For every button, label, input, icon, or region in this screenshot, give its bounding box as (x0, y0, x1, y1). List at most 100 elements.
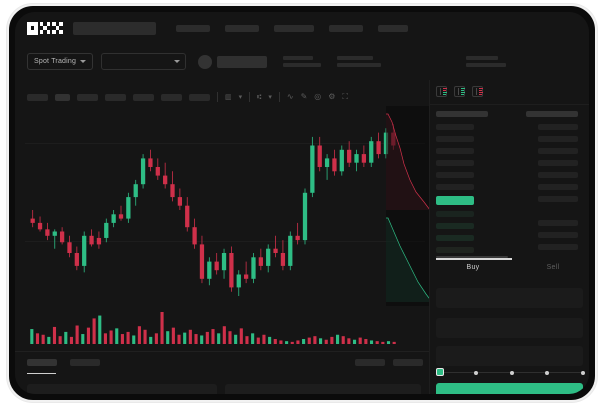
chart-toolbar: ▥ ▾ ⑆ ▾ ∿ ✎ ◎ ⚙ ⛶ (15, 88, 433, 106)
timeframe-chip-5[interactable] (133, 93, 154, 101)
orderbook-row-left[interactable] (436, 148, 474, 154)
device-frame: Spot Trading (7, 4, 597, 402)
orderbook-row-left[interactable] (436, 235, 474, 241)
slider-step-25[interactable] (473, 370, 478, 375)
orderbook-row-right[interactable] (538, 244, 578, 250)
orderbook-row-right[interactable] (538, 136, 578, 142)
chart-gridline (25, 143, 425, 144)
orders-content-box-1 (27, 384, 217, 394)
market-subheader: Spot Trading (15, 44, 589, 79)
nav-links (176, 24, 408, 32)
orders-tabs (27, 359, 100, 366)
nav-link-1[interactable] (176, 24, 210, 32)
orderbook-row-right[interactable] (538, 172, 578, 178)
toolbar-divider (278, 92, 280, 102)
orderbook-row-left[interactable] (436, 124, 474, 130)
spot-trading-selector[interactable]: Spot Trading (27, 53, 94, 70)
nav-link-2[interactable] (225, 24, 259, 32)
orderbook-row-right[interactable] (538, 220, 578, 226)
chevron-down-icon (174, 60, 181, 63)
timeframe-chip-7[interactable] (189, 93, 210, 101)
tab-buy[interactable]: Buy (466, 264, 480, 271)
market-stat-2 (337, 56, 382, 67)
spot-trading-label: Spot Trading (34, 58, 77, 65)
orderbook-row-right[interactable] (538, 160, 578, 166)
logo-glyph-x (52, 21, 63, 35)
timeframe-chip-3[interactable] (77, 93, 98, 101)
market-stat-1 (283, 56, 322, 67)
fullscreen-icon[interactable]: ⛶ (342, 92, 349, 101)
orders-tab-active-indicator (27, 373, 56, 374)
orderbook-buy-icon[interactable] (454, 86, 465, 97)
orderbook-both-icon[interactable] (436, 86, 447, 97)
trade-tab-active-indicator (436, 258, 512, 260)
orders-right-actions (355, 359, 423, 366)
slider-step-75[interactable] (545, 370, 550, 375)
orderbook-scrollbar[interactable] (436, 256, 508, 258)
orderbook-row-left[interactable] (436, 247, 474, 253)
orders-tab-1[interactable] (27, 359, 57, 366)
line-tool-icon[interactable]: ∿ (286, 92, 294, 101)
timeframe-chip-4[interactable] (105, 93, 126, 101)
search-input[interactable] (73, 21, 156, 35)
orderbook-row-right[interactable] (538, 124, 578, 130)
top-navigation-bar (15, 12, 589, 44)
nav-link-4[interactable] (329, 24, 363, 32)
orders-right-action-2[interactable] (393, 359, 423, 366)
app-screen: Spot Trading (15, 12, 589, 394)
orderbook-row-right[interactable] (538, 196, 578, 202)
orderbook-right-header (526, 111, 578, 117)
tab-sell[interactable]: Sell (546, 264, 560, 271)
pair-name-label (217, 55, 268, 68)
orders-tab-2[interactable] (70, 359, 100, 366)
orders-content-box-2 (225, 384, 421, 394)
timeframe-chip-1[interactable] (27, 93, 48, 101)
price-chart-panel[interactable] (15, 106, 433, 351)
orderbook-row-right[interactable] (538, 184, 578, 190)
chevron-down-icon[interactable]: ▾ (268, 93, 272, 101)
amount-percent-slider[interactable] (436, 368, 585, 376)
candlestick-series (30, 124, 396, 296)
chevron-down-icon[interactable]: ▾ (238, 93, 243, 101)
candle-type-icon[interactable]: ▥ (225, 93, 232, 101)
indicator-icon[interactable]: ⑆ (257, 93, 262, 101)
volume-histogram (30, 312, 396, 344)
order-price-field[interactable] (436, 288, 583, 308)
slider-handle[interactable] (436, 368, 444, 376)
toolbar-divider (249, 92, 251, 102)
pencil-icon[interactable]: ✎ (300, 92, 308, 101)
logo-glyph-k (39, 21, 51, 35)
orderbook-row-right[interactable] (538, 148, 578, 154)
timeframe-chip-6[interactable] (161, 93, 182, 101)
orderbook-row-left[interactable] (436, 211, 474, 217)
orderbook-sell-icon[interactable] (472, 86, 483, 97)
magnet-icon[interactable]: ◎ (314, 92, 322, 101)
place-order-button[interactable] (436, 383, 583, 394)
order-total-field[interactable] (436, 346, 583, 366)
orderbook-row-left[interactable] (436, 223, 474, 229)
order-amount-field[interactable] (436, 318, 583, 338)
trade-form-tabs: Buy Sell (430, 258, 589, 280)
trading-pair-selector[interactable] (101, 53, 187, 70)
orderbook-row-left[interactable] (436, 172, 474, 178)
nav-link-3[interactable] (274, 24, 314, 32)
chart-gridline (25, 241, 425, 242)
chevron-down-icon (80, 60, 87, 63)
coin-icon (198, 54, 213, 69)
slider-step-100[interactable] (581, 370, 585, 375)
orderbook-row-left[interactable] (436, 136, 474, 142)
timeframe-chip-2[interactable] (55, 93, 70, 101)
orderbook-divider (430, 104, 589, 105)
orderbook-row-left[interactable] (436, 160, 474, 166)
orderbook-left-header (436, 111, 488, 117)
settings-icon[interactable]: ⚙ (328, 92, 336, 101)
orders-right-action-1[interactable] (355, 359, 385, 366)
okx-logo-icon[interactable] (27, 21, 63, 35)
slider-step-50[interactable] (509, 370, 514, 375)
orderbook-row-right[interactable] (538, 232, 578, 238)
orders-panel (15, 351, 433, 394)
orderbook-panel: Buy Sell (429, 80, 589, 394)
nav-link-5[interactable] (378, 24, 408, 32)
orderbook-row-highlight[interactable] (436, 196, 474, 205)
orderbook-row-left[interactable] (436, 184, 474, 190)
